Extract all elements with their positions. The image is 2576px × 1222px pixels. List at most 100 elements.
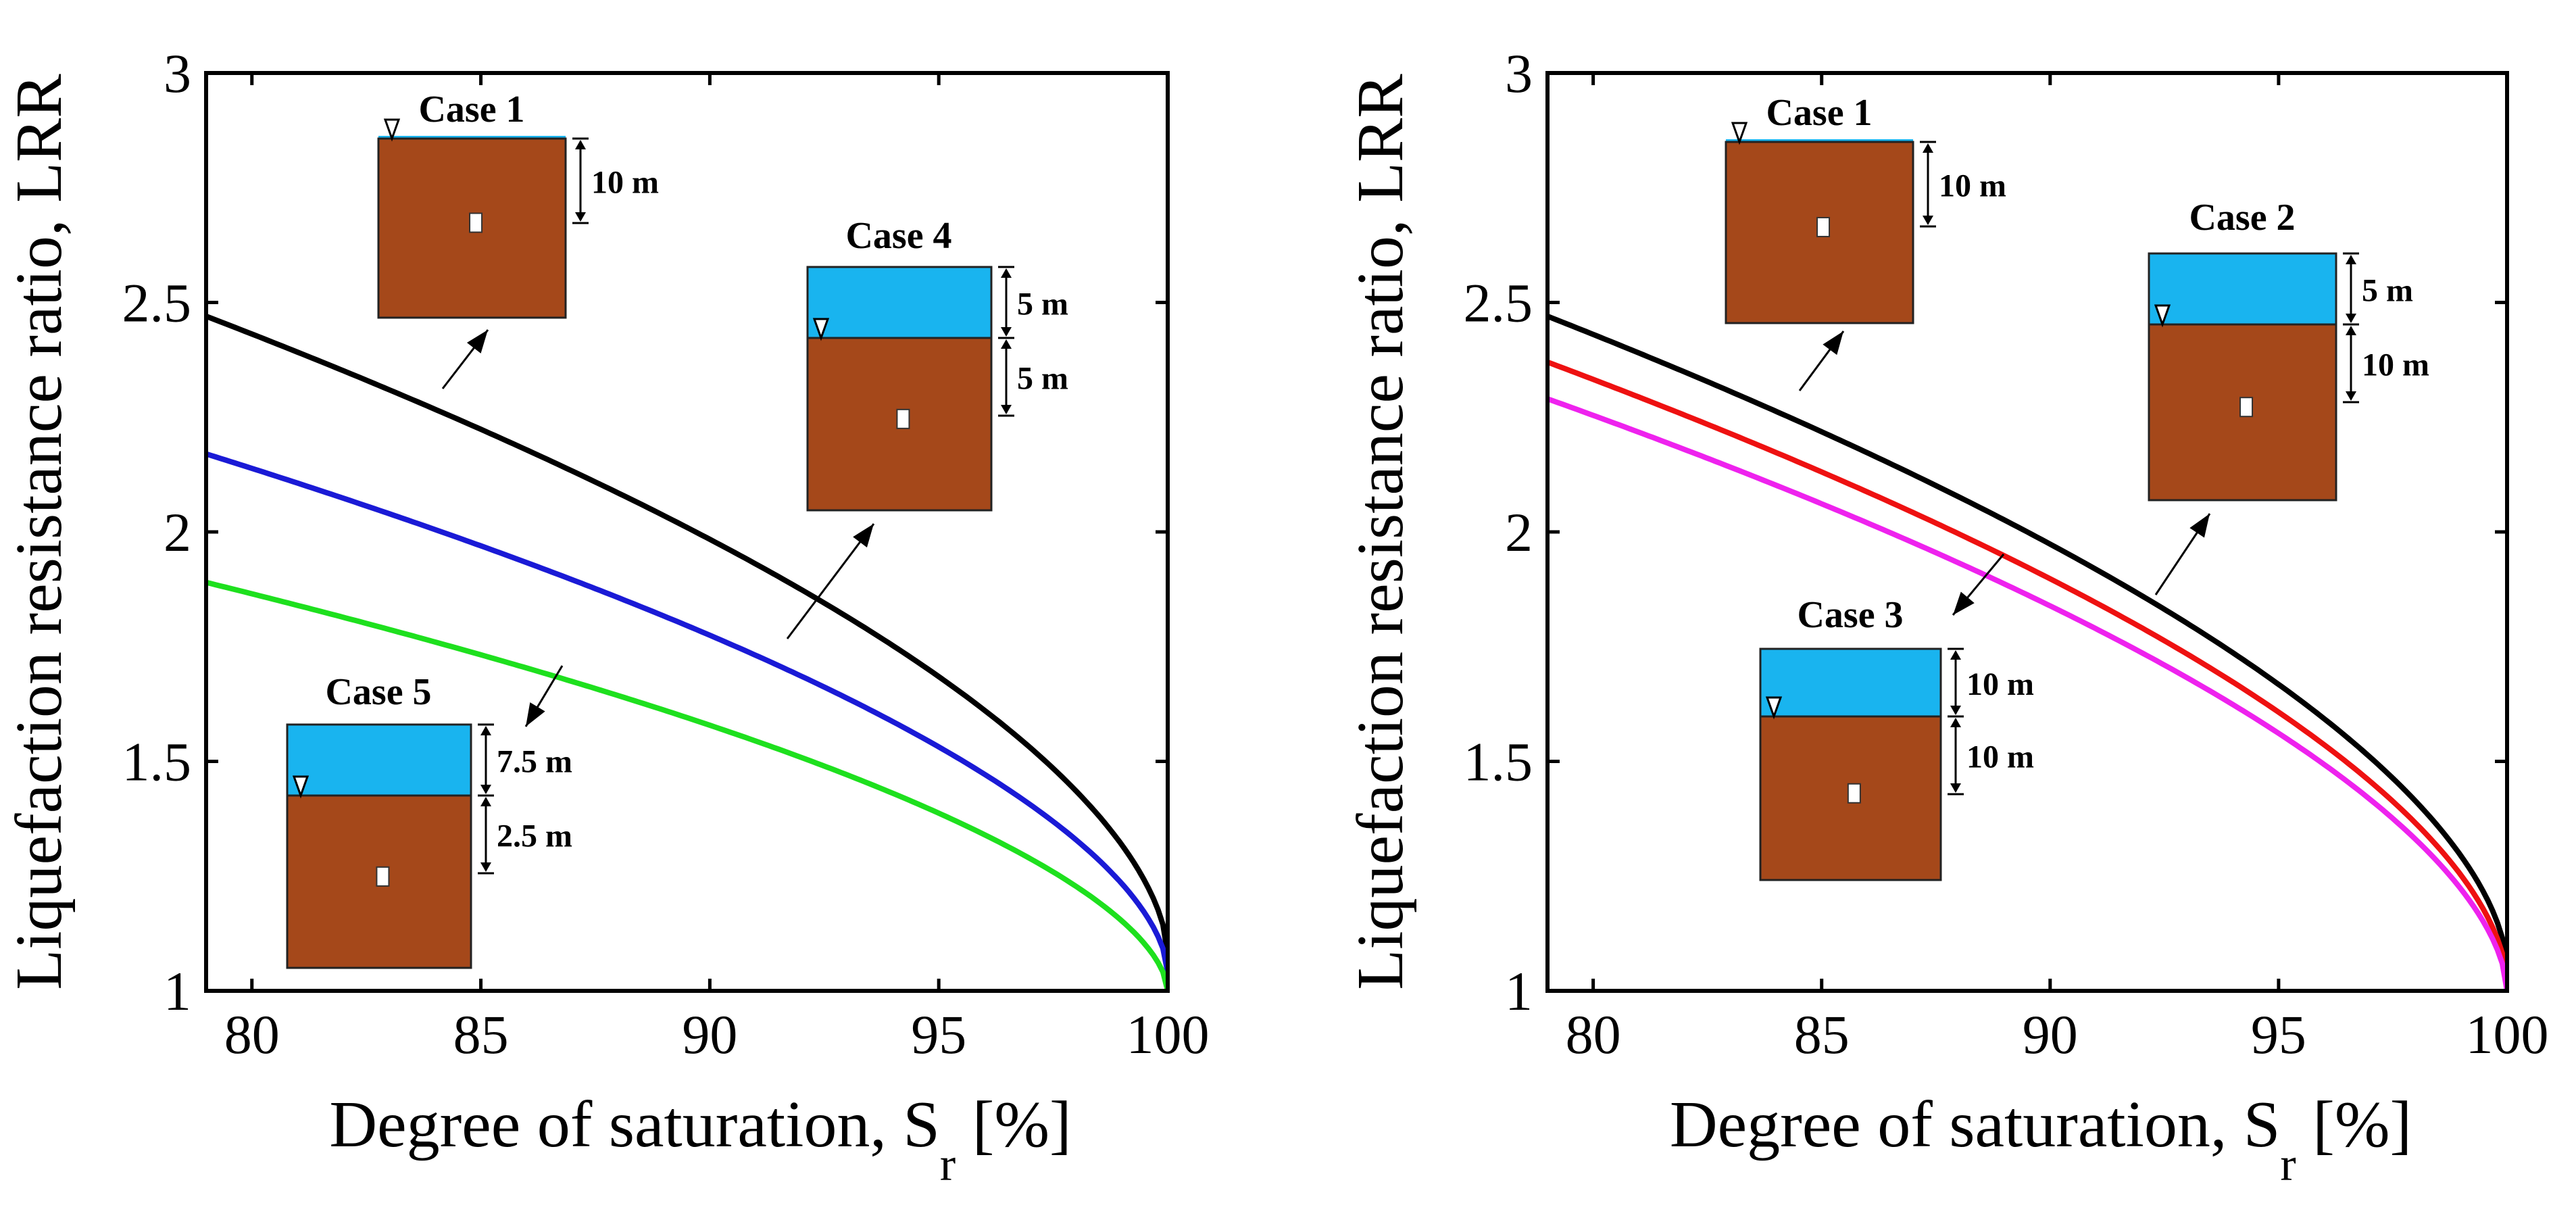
inset-title: Case 3 xyxy=(1797,594,1903,636)
dimension-arrowhead xyxy=(480,862,491,872)
water-layer xyxy=(2148,252,2337,326)
inset-title: Case 2 xyxy=(2189,197,2295,239)
x-axis-title-space xyxy=(956,1088,972,1161)
chart-panel-2: 80 85 90 95 100 1 1.5 2 2.5 3 Degree of saturation… xyxy=(1344,43,2549,1191)
y-tick-label: 1 xyxy=(164,960,191,1022)
soil-element-marker xyxy=(376,866,390,887)
soil-element-marker xyxy=(469,212,483,233)
x-axis-title-unit: [%] xyxy=(972,1088,1072,1161)
dimension-arrowhead xyxy=(1001,339,1012,349)
y-axis-title: Liquefaction resistance ratio, LRR xyxy=(3,74,76,990)
inset-title: Case 1 xyxy=(418,89,524,130)
soil-element-marker xyxy=(1847,783,1861,804)
dimension-label: 10 m xyxy=(591,165,659,201)
inset-title: Case 1 xyxy=(1766,92,1872,134)
dimension-arrowhead xyxy=(480,797,491,806)
y-tick-label: 1 xyxy=(1505,960,1533,1022)
dimension-arrowhead xyxy=(2346,255,2356,264)
pointer-arrow-head xyxy=(1823,331,1843,356)
pointer-arrow-head xyxy=(1953,591,1975,615)
dimension-arrowhead xyxy=(575,140,586,149)
dimension-label: 5 m xyxy=(1017,287,1068,322)
x-tick-label: 95 xyxy=(2251,1004,2306,1065)
water-layer xyxy=(1759,647,1942,718)
y-axis-title: Liquefaction resistance ratio, LRR xyxy=(1344,74,1417,990)
x-tick-label: 85 xyxy=(1794,1004,1850,1065)
dimension-label: 2.5 m xyxy=(497,818,572,854)
dimension-arrowhead xyxy=(1001,268,1012,278)
pointer-arrow-head xyxy=(526,702,545,727)
dimension-arrowhead xyxy=(1001,405,1012,414)
x-axis-title: Degree of saturation, Sr [%] xyxy=(1670,1088,2412,1191)
x-tick-label: 80 xyxy=(1566,1004,1621,1065)
dimension-arrowhead xyxy=(2346,314,2356,323)
x-axis-title: Degree of saturation, Sr [%] xyxy=(329,1088,1071,1191)
pointer-arrow-head xyxy=(853,524,874,547)
series-line-case-4 xyxy=(206,451,1168,973)
dimension-arrowhead xyxy=(2346,391,2356,401)
dimension-arrowhead xyxy=(480,785,491,794)
dimension-label: 7.5 m xyxy=(497,744,572,780)
water-table-icon xyxy=(292,775,309,799)
x-axis-title-subscript: r xyxy=(2280,1139,2296,1191)
series-line-case-1 xyxy=(1547,314,2507,969)
inset-case-3: Case 3 10 m 10 m xyxy=(1759,554,2034,881)
x-tick-label: 80 xyxy=(224,1004,280,1065)
x-axis-title-main: Degree of saturation, S xyxy=(329,1088,940,1161)
pointer-arrow-head xyxy=(2189,514,2210,538)
dimension-arrowhead xyxy=(575,212,586,222)
x-tick-label: 95 xyxy=(911,1004,966,1065)
dimension-label: 10 m xyxy=(1939,168,2006,204)
inset-case-1: Case 1 10 m xyxy=(1725,92,2006,391)
water-table-icon xyxy=(812,318,830,341)
x-axis-title-subscript: r xyxy=(940,1139,956,1191)
y-tick-label: 1.5 xyxy=(1464,731,1533,793)
dimension-arrowhead xyxy=(1950,706,1961,715)
dimension-arrowhead xyxy=(480,726,491,735)
x-axis-title-main: Degree of saturation, S xyxy=(1670,1088,2281,1161)
inset-case-2: Case 2 5 m 10 m xyxy=(2148,197,2429,595)
x-tick-label: 100 xyxy=(1126,1004,1210,1065)
dimension-label: 5 m xyxy=(2362,273,2413,309)
y-tick-label: 2.5 xyxy=(122,272,192,334)
y-tick-label: 3 xyxy=(1505,43,1533,104)
water-table-icon xyxy=(383,118,401,142)
series-line-case-2 xyxy=(1547,360,2507,983)
dimension-arrowhead xyxy=(2346,326,2356,335)
x-tick-label: 90 xyxy=(682,1004,737,1065)
dimension-arrowhead xyxy=(1950,650,1961,660)
inset-case-4: Case 4 5 m 5 m xyxy=(786,215,1068,639)
x-axis-title-space xyxy=(2296,1088,2313,1161)
x-tick-label: 90 xyxy=(2023,1004,2078,1065)
inset-title: Case 5 xyxy=(325,671,431,713)
dimension-label: 10 m xyxy=(2362,347,2429,383)
pointer-arrow-head xyxy=(466,330,488,353)
x-tick-label: 85 xyxy=(453,1004,509,1065)
soil-layer xyxy=(1759,715,1942,881)
water-table-icon xyxy=(1765,696,1783,720)
pointer-arrow-line xyxy=(786,523,875,639)
dimension-arrowhead xyxy=(1950,718,1961,727)
water-layer xyxy=(806,266,993,339)
series-line-case-3 xyxy=(1547,396,2507,991)
series-line-case-1 xyxy=(206,314,1168,955)
soil-element-marker xyxy=(2239,397,2254,418)
soil-element-marker xyxy=(1816,216,1831,237)
y-tick-label: 2 xyxy=(1505,502,1533,563)
inset-case-1: Case 1 10 m xyxy=(377,89,659,389)
x-tick-label: 100 xyxy=(2466,1004,2549,1065)
series-line-case-5 xyxy=(206,579,1168,991)
water-table-icon xyxy=(2154,304,2171,328)
chart-panel-1: 80 85 90 95 100 1 1.5 2 2.5 3 Degree of saturation… xyxy=(3,43,1210,1191)
inset-title: Case 4 xyxy=(845,215,951,257)
soil-element-marker xyxy=(896,408,910,429)
y-tick-label: 3 xyxy=(164,43,191,104)
y-tick-label: 2 xyxy=(164,502,191,563)
y-tick-label: 1.5 xyxy=(122,731,192,793)
dimension-arrowhead xyxy=(1923,216,1933,225)
dimension-label: 5 m xyxy=(1017,361,1068,397)
dimension-arrowhead xyxy=(1001,327,1012,337)
x-axis-title-unit: [%] xyxy=(2312,1088,2412,1161)
dimension-label: 10 m xyxy=(1966,739,2034,775)
inset-case-5: Case 5 7.5 m 2.5 m xyxy=(286,665,572,969)
